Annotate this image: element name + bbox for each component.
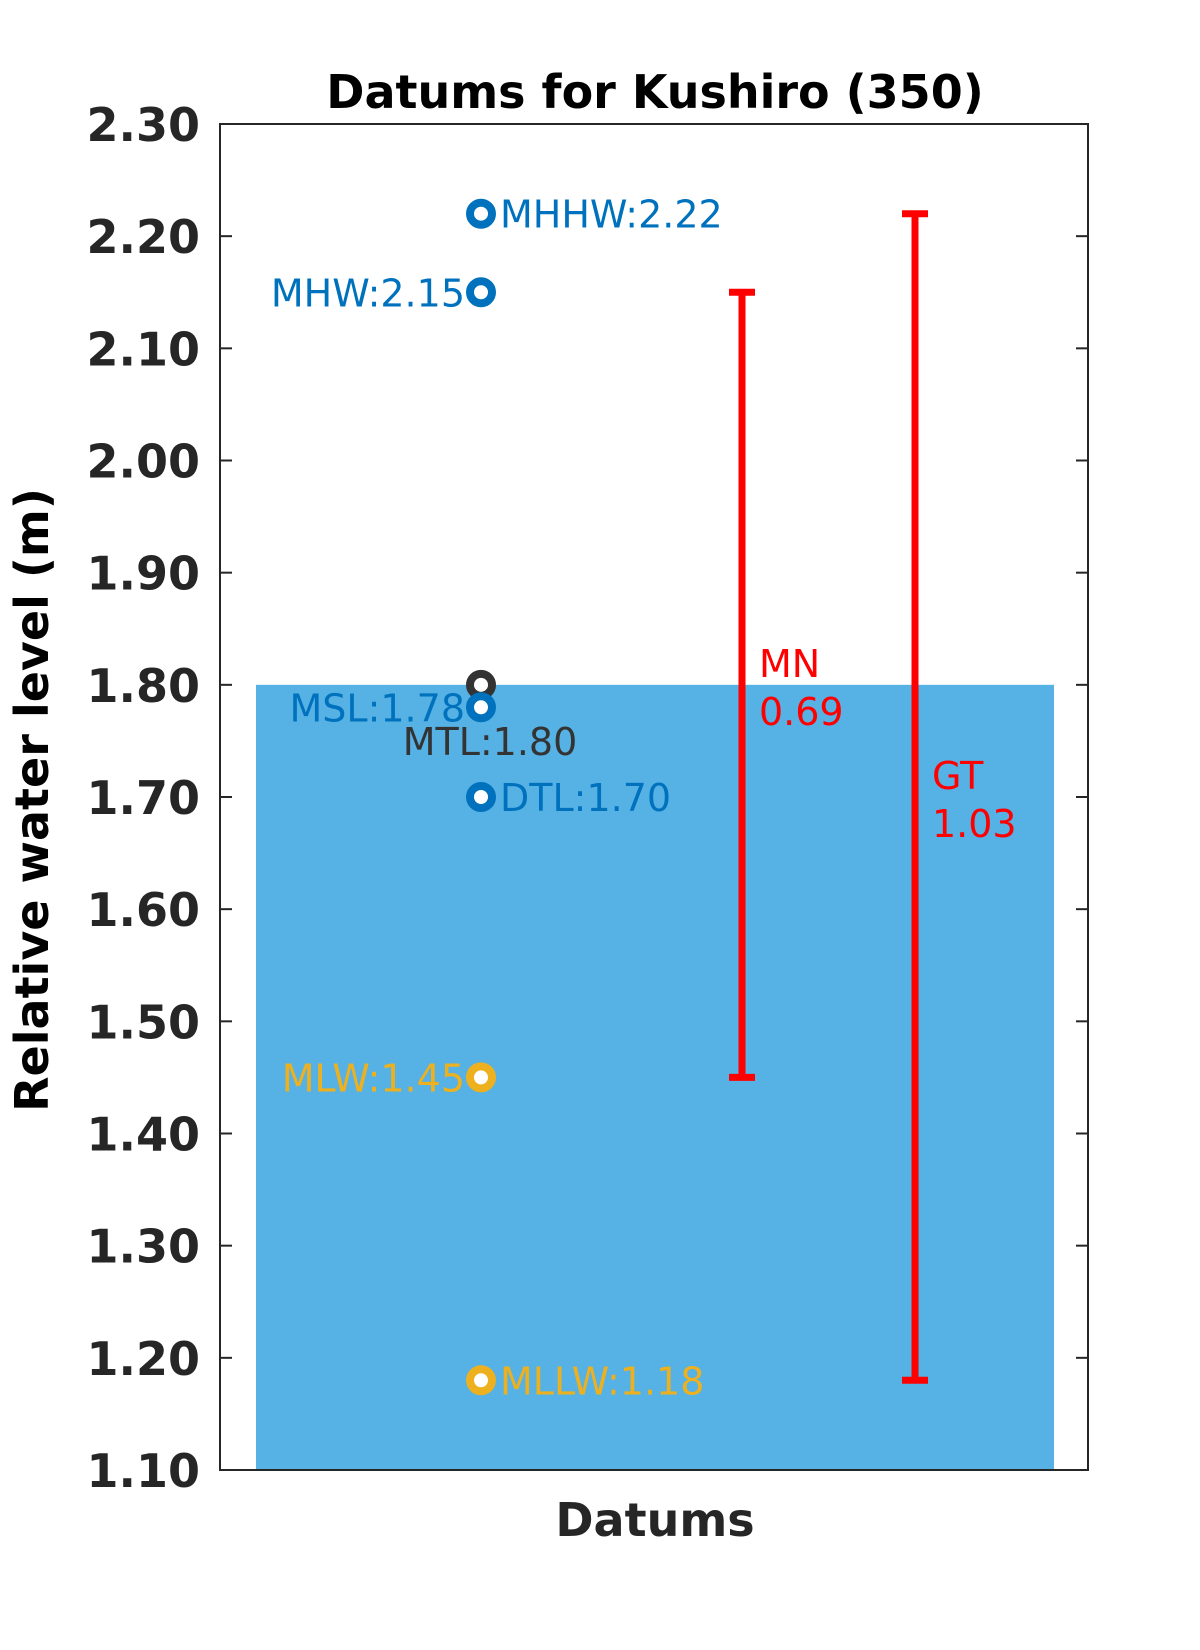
mllw-label: MLLW:1.18 bbox=[500, 1359, 704, 1403]
plot-area: 1.10 1.20 1.30 1.40 1.50 1.60 1.70 1.80 1.90 2.00… bbox=[87, 98, 1089, 1498]
mllw-marker bbox=[466, 1365, 496, 1396]
y-tick-label: 1.80 bbox=[87, 659, 201, 713]
mhhw-label: MHHW:2.22 bbox=[500, 193, 723, 237]
mhw-marker bbox=[466, 277, 496, 308]
dtl-marker bbox=[466, 782, 496, 812]
y-tick-label: 1.50 bbox=[87, 995, 201, 1049]
gt-range-label: GT bbox=[932, 754, 984, 798]
mtl-label: MTL:1.80 bbox=[403, 720, 578, 764]
y-tick-label: 2.20 bbox=[87, 210, 201, 264]
y-tick-label: 1.70 bbox=[87, 771, 201, 825]
water-level-bar bbox=[256, 684, 1054, 1470]
chart-title: Datums for Kushiro (350) bbox=[326, 65, 983, 119]
y-tick-label: 2.30 bbox=[87, 98, 201, 152]
mhw-label: MHW:2.15 bbox=[271, 271, 465, 315]
mhhw-marker bbox=[466, 198, 496, 229]
mn-range-label: MN bbox=[759, 642, 820, 686]
y-tick-label: 1.30 bbox=[87, 1220, 201, 1274]
y-tick-label: 1.60 bbox=[87, 883, 201, 937]
x-axis-title: Datums bbox=[555, 1493, 754, 1547]
y-tick-label: 1.20 bbox=[87, 1332, 201, 1386]
mlw-label: MLW:1.45 bbox=[282, 1056, 465, 1100]
msl-label: MSL:1.78 bbox=[290, 686, 466, 730]
y-tick-label: 1.40 bbox=[87, 1108, 201, 1162]
y-axis-title: Relative water level (m) bbox=[5, 488, 59, 1112]
y-tick-label: 2.00 bbox=[87, 435, 201, 489]
mn-range-value: 0.69 bbox=[759, 690, 844, 734]
y-tick-label: 2.10 bbox=[87, 322, 201, 376]
gt-range-value: 1.03 bbox=[932, 802, 1017, 846]
y-tick-label: 1.10 bbox=[87, 1444, 201, 1498]
msl-marker bbox=[466, 692, 496, 723]
dtl-label: DTL:1.70 bbox=[500, 776, 671, 820]
mlw-marker bbox=[466, 1062, 496, 1093]
y-tick-label: 1.90 bbox=[87, 547, 201, 601]
